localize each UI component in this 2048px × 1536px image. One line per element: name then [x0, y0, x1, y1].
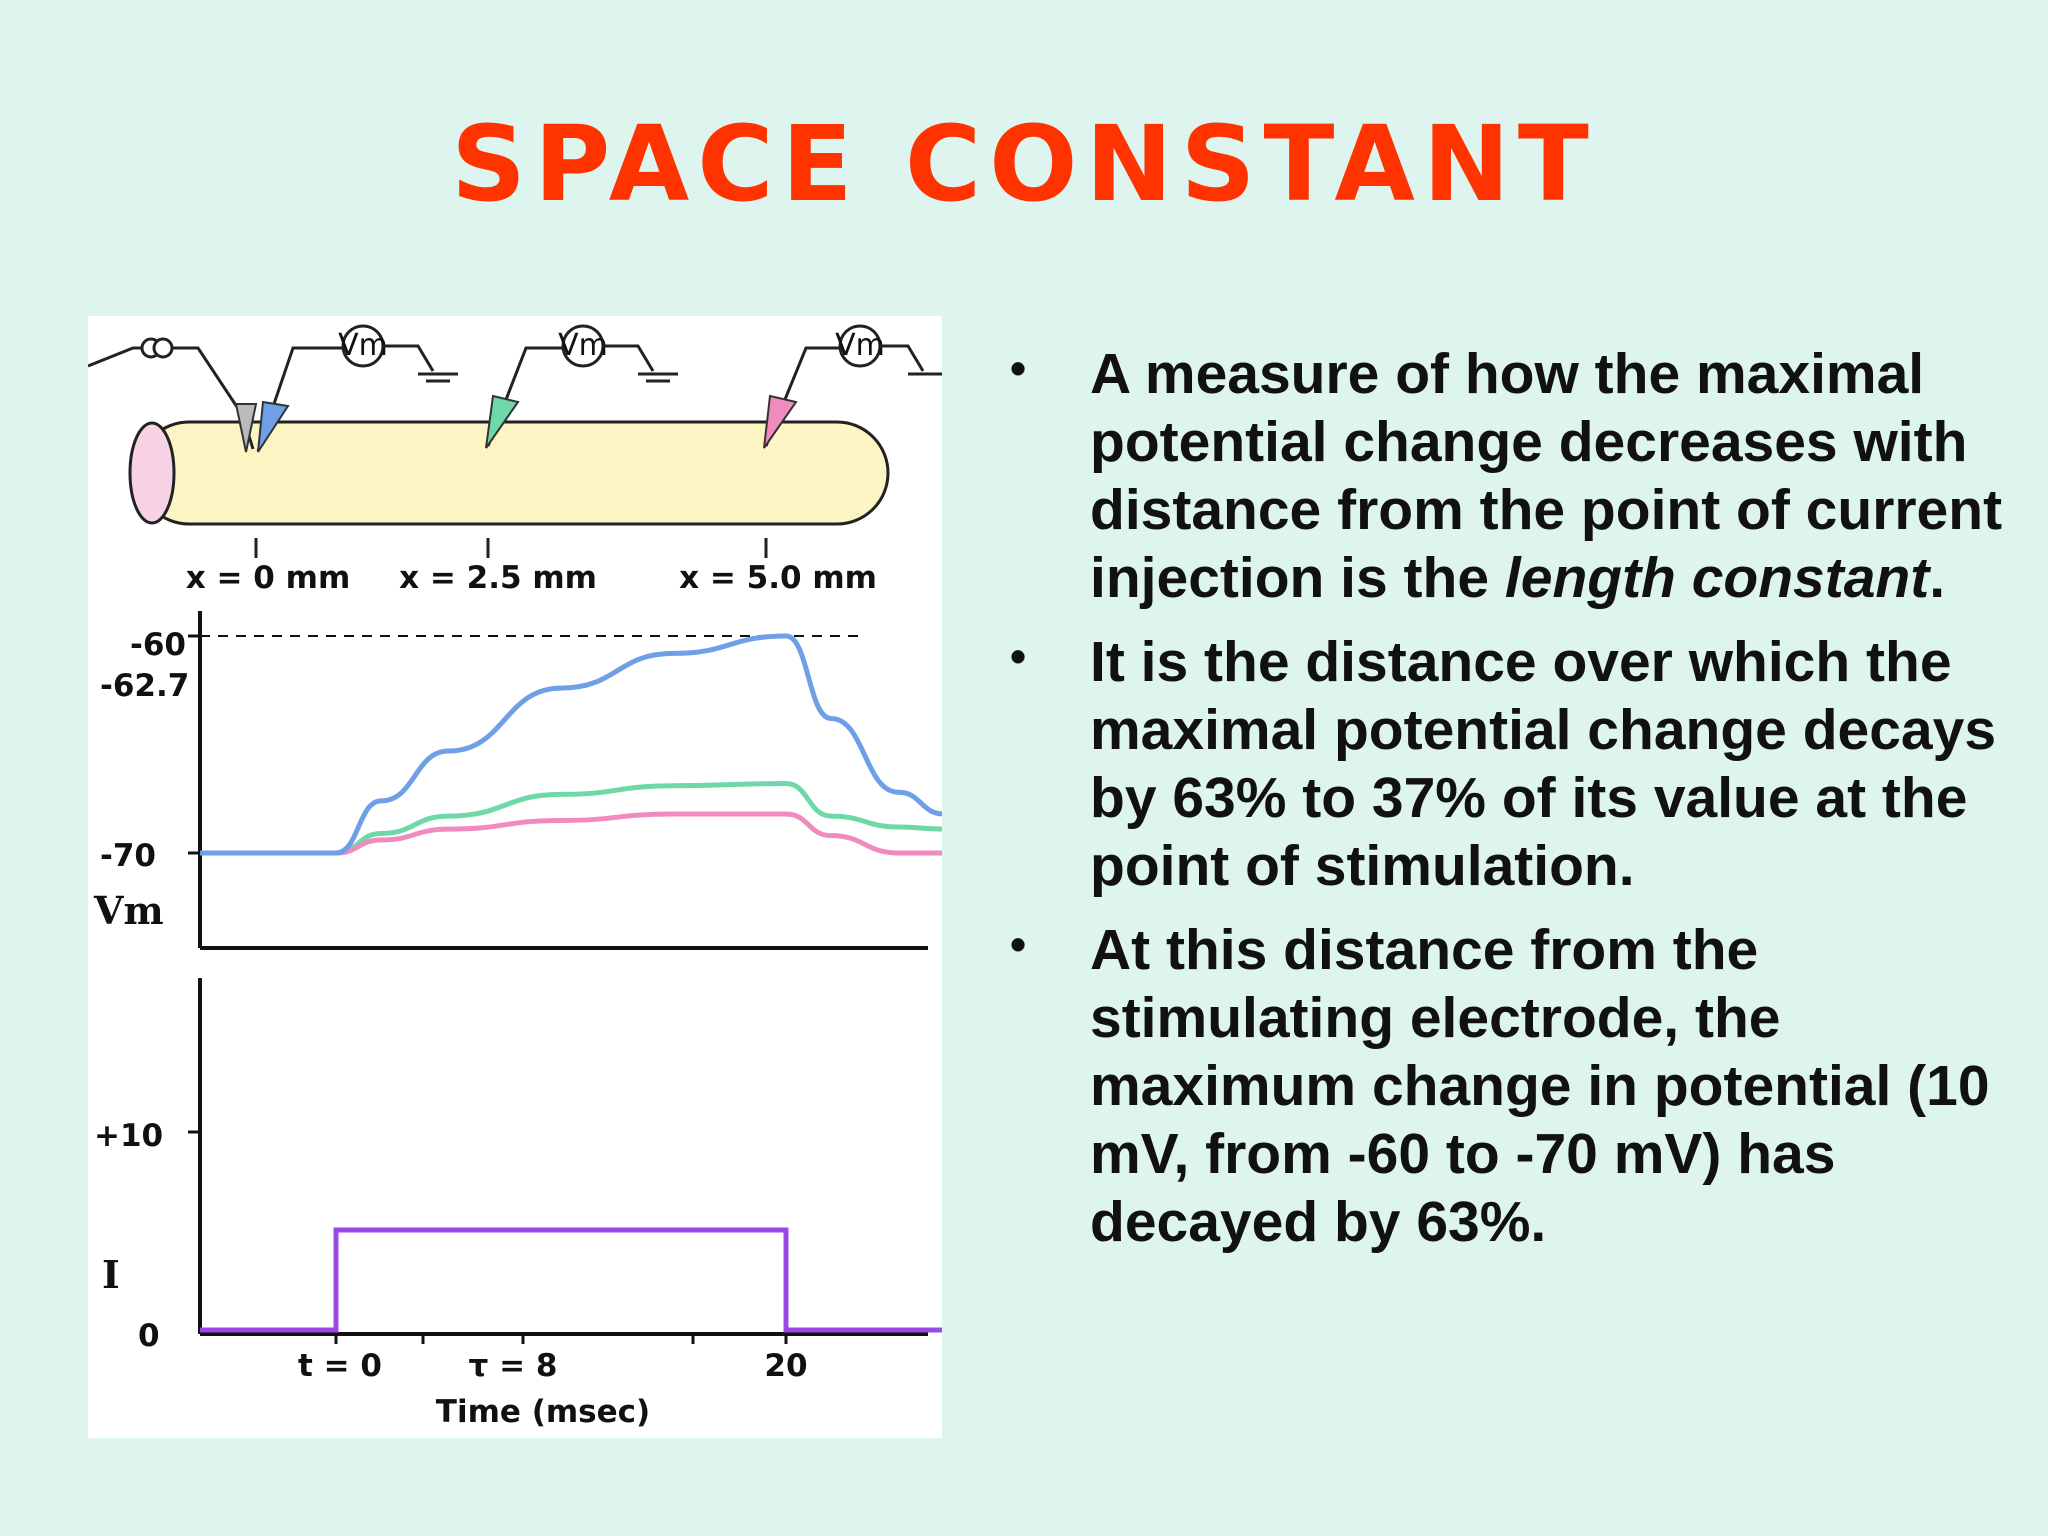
current-plot: +10 0 I t = 0 τ = 8 20 Time (msec) [94, 978, 942, 1430]
vm-tick-minus62-7: -62.7 [100, 668, 189, 704]
time-tick-tau8: τ = 8 [469, 1348, 558, 1384]
vm-series-line-3 [200, 811, 942, 856]
recording-electrode-x2-5: Vm [485, 324, 678, 449]
position-label-x2-5: x = 2.5 mm [399, 560, 597, 596]
bullet-item: • It is the distance over which the maxi… [1010, 628, 2010, 900]
bullet-text: At this distance from the stimulating el… [1090, 918, 1990, 1254]
vm-tick-minus70: -70 [100, 838, 156, 874]
time-tick-20: 20 [764, 1348, 807, 1384]
bullet-text: A measure of how the maximal potential c… [1090, 342, 2003, 610]
bullet-end: . [1929, 546, 1946, 610]
bullet-marker: • [1010, 342, 1027, 394]
recording-electrode-x0: Vm [256, 324, 458, 453]
bullet-marker: • [1010, 630, 1027, 682]
recording-electrode-x5-0: Vm [763, 324, 942, 449]
bullet-list: • A measure of how the maximal potential… [1010, 340, 2010, 1272]
voltmeter-label: Vm [835, 328, 885, 363]
voltmeter-label: Vm [558, 328, 608, 363]
position-label-x0: x = 0 mm [186, 560, 351, 596]
space-constant-figure: Vm Vm Vm [88, 316, 942, 1438]
time-tick-t0: t = 0 [298, 1348, 382, 1384]
current-tick-zero: 0 [138, 1318, 160, 1354]
axon-end-cap [128, 421, 176, 525]
vm-series-line-1 [200, 633, 942, 856]
bullet-item: • A measure of how the maximal potential… [1010, 340, 2010, 612]
bullet-marker: • [1010, 918, 1027, 970]
position-label-x5-0: x = 5.0 mm [679, 560, 877, 596]
bullet-item: • At this distance from the stimulating … [1010, 916, 2010, 1256]
vm-tick-minus60: -60 [130, 627, 186, 663]
current-axis-label: I [102, 1252, 120, 1297]
voltmeter-label: Vm [338, 328, 388, 363]
current-series-line [200, 1227, 942, 1333]
current-source-electrode [88, 337, 258, 453]
time-axis-label: Time (msec) [436, 1394, 650, 1430]
figure-svg: Vm Vm Vm [88, 324, 942, 1430]
vm-plot: -60 -62.7 -70 Vm [93, 611, 942, 950]
position-markers: x = 0 mm x = 2.5 mm x = 5.0 mm [186, 538, 877, 596]
bullet-emphasis: length constant [1504, 546, 1930, 610]
vm-axis-label: Vm [93, 888, 164, 933]
bullet-text: It is the distance over which the maxima… [1090, 630, 1997, 898]
axon-cylinder [128, 420, 890, 526]
current-tick-plus10: +10 [94, 1118, 163, 1154]
slide-title: SPACE CONSTANT [451, 103, 1597, 225]
